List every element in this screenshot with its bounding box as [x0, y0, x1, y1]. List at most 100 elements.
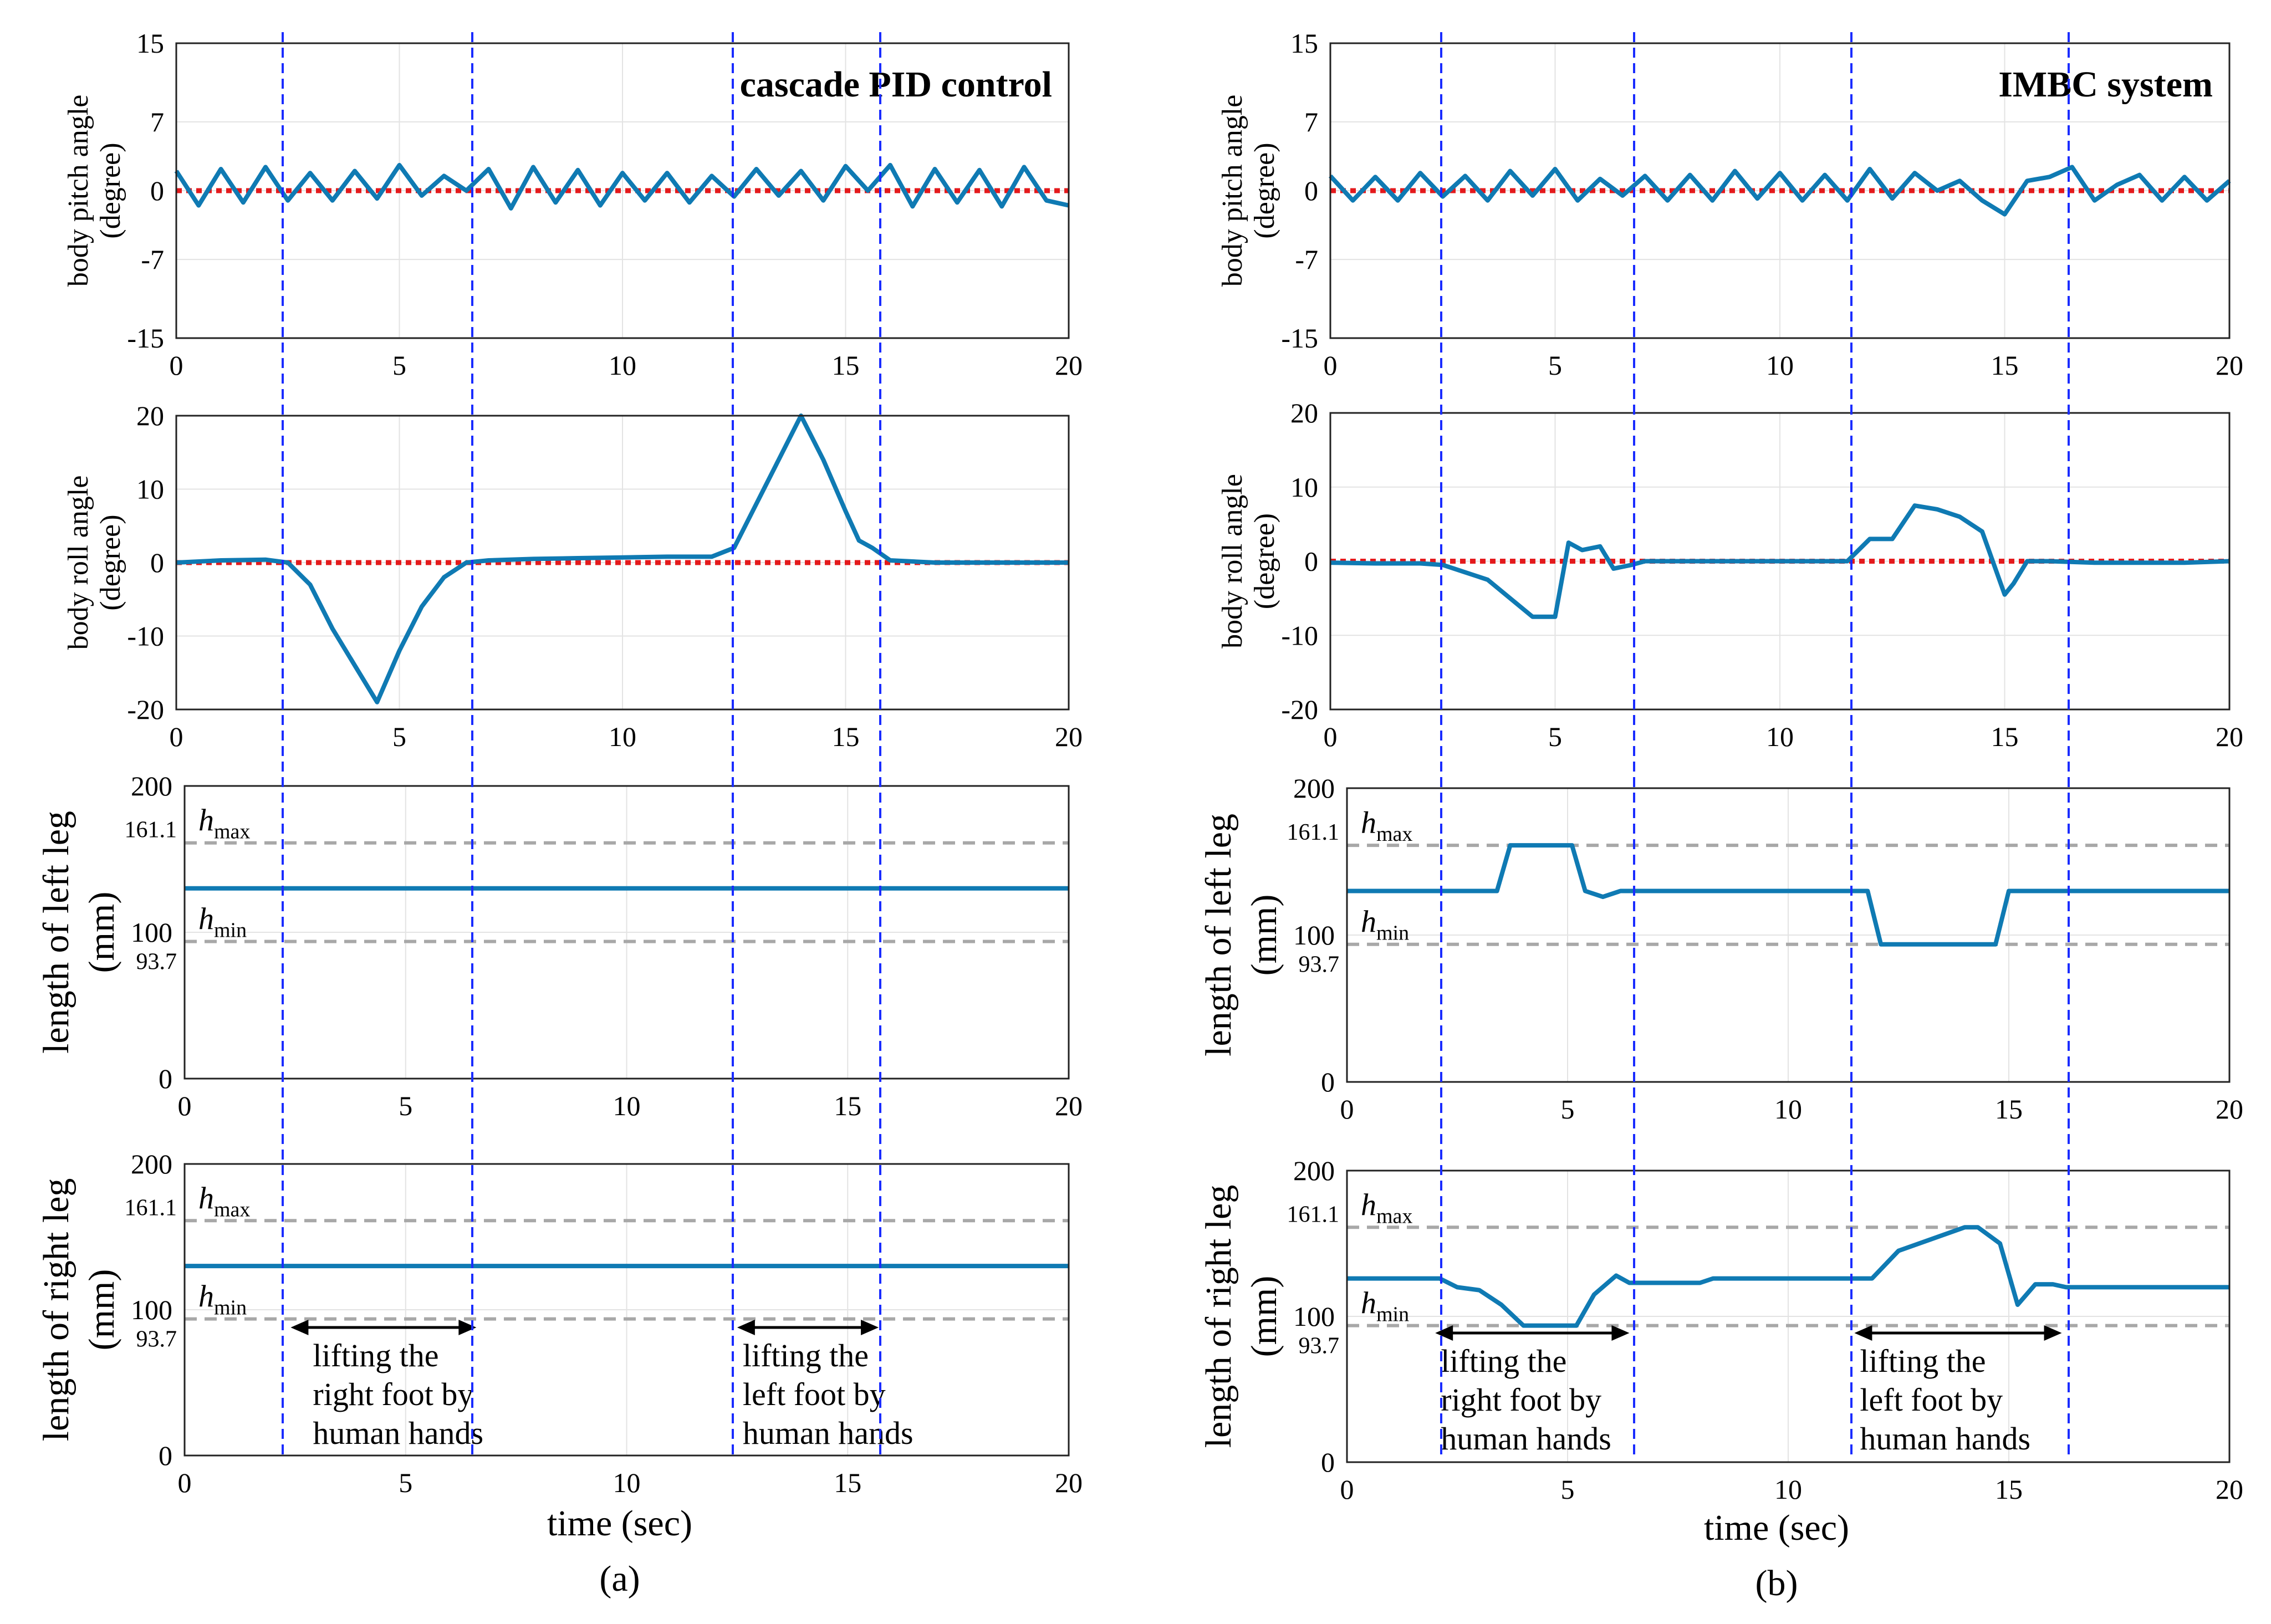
hmax-value-label: 161.1 — [1287, 820, 1340, 845]
x-tick-label: 10 — [613, 1467, 641, 1498]
series-line-b-pitch — [1329, 165, 2231, 217]
annotation-text: right foot by — [313, 1376, 473, 1412]
y-tick-label: 0 — [1304, 175, 1318, 206]
x-tick-label: 5 — [1548, 350, 1562, 381]
y-tick-label: 0 — [1304, 546, 1318, 577]
y-axis-label: (degree) — [95, 142, 126, 238]
y-axis-label: (mm) — [81, 1269, 122, 1351]
hmax-label: hmax — [1361, 806, 1412, 846]
x-tick-label: 0 — [1340, 1094, 1354, 1125]
x-tick-label: 20 — [2216, 350, 2243, 381]
x-tick-label: 0 — [170, 721, 183, 752]
x-tick-label: 15 — [834, 1467, 861, 1498]
y-tick-label: -7 — [1295, 244, 1318, 275]
axes-frame — [1329, 412, 2231, 711]
y-tick-label: 0 — [1321, 1066, 1335, 1097]
x-tick-label: 5 — [1548, 721, 1562, 752]
y-tick-label: 15 — [136, 28, 164, 59]
y-tick-label: 10 — [136, 474, 164, 505]
y-tick-label: 100 — [131, 917, 172, 948]
annotation-text: lifting the — [1441, 1343, 1566, 1379]
y-tick-label: 0 — [150, 175, 164, 206]
series-line-a-roll — [176, 413, 1069, 704]
hmax-value-label: 161.1 — [125, 818, 177, 843]
axes-frame — [175, 415, 1070, 711]
x-tick-label: 20 — [2216, 721, 2243, 752]
annotation-text: lifting the — [1860, 1343, 1986, 1379]
annotation-text: human hands — [1860, 1421, 2030, 1457]
x-tick-label: 5 — [399, 1467, 412, 1498]
series-line-b-right — [1347, 1225, 2229, 1328]
y-axis-label: body pitch angle — [1217, 95, 1248, 287]
annotation-arrowhead-right — [861, 1320, 879, 1335]
hmin-label: hmin — [198, 1280, 247, 1320]
y-tick-label: 0 — [159, 1063, 172, 1094]
y-axis-label: body roll angle — [63, 476, 94, 650]
x-tick-label: 20 — [2216, 1474, 2243, 1505]
x-tick-label: 5 — [392, 350, 406, 381]
time-xlabel-a: time (sec) — [547, 1503, 692, 1544]
annotation-text: human hands — [313, 1415, 483, 1451]
x-tick-label: 0 — [1324, 350, 1338, 381]
hmax-value-label: 161.1 — [125, 1195, 177, 1220]
annotation-arrowhead-right — [458, 1320, 477, 1335]
axes-frame — [1329, 42, 2231, 339]
hmin-label: hmin — [1361, 1286, 1409, 1326]
annotation-text: left foot by — [743, 1376, 886, 1412]
annotation-arrowhead-left — [737, 1320, 755, 1335]
annotation-text: lifting the — [313, 1337, 438, 1373]
hmin-value-label: 93.7 — [136, 1327, 177, 1352]
hmax-label: hmax — [198, 1181, 250, 1221]
y-tick-label: -15 — [127, 323, 164, 354]
x-tick-label: 10 — [609, 350, 636, 381]
x-tick-label: 15 — [832, 350, 860, 381]
y-tick-label: 20 — [136, 400, 164, 431]
annotation-arrowhead-left — [1854, 1325, 1872, 1341]
x-tick-label: 10 — [613, 1090, 641, 1121]
y-axis-label: length of right leg — [1198, 1185, 1239, 1448]
y-axis-label: body pitch angle — [63, 95, 94, 287]
y-axis-label: (mm) — [81, 892, 122, 973]
figure-label-b: (b) — [1755, 1563, 1798, 1603]
panel-title: cascade PID control — [740, 64, 1052, 105]
annotation-arrowhead-right — [2044, 1325, 2062, 1341]
y-tick-label: 200 — [131, 770, 172, 801]
x-tick-label: 5 — [392, 721, 406, 752]
x-tick-label: 20 — [1055, 1467, 1083, 1498]
axes-frame — [175, 42, 1070, 339]
x-tick-label: 15 — [1991, 721, 2019, 752]
y-axis-label: length of left leg — [36, 811, 76, 1054]
y-tick-label: 100 — [1293, 920, 1335, 951]
hmin-label: hmin — [1361, 905, 1409, 945]
y-axis-label: (mm) — [1244, 895, 1284, 976]
y-tick-label: 200 — [1293, 1155, 1335, 1186]
hmin-value-label: 93.7 — [1299, 952, 1340, 978]
x-tick-label: 20 — [1055, 721, 1083, 752]
panel-b-pitch: 0 5 10 15 20 -15 -7 0 7 15 body pitch angle (degree… — [1217, 28, 2243, 381]
x-tick-label: 0 — [1340, 1474, 1354, 1505]
panel-a-roll: 0 5 10 15 20 -20 -10 0 10 20 body roll angle (degre… — [63, 400, 1083, 752]
annotation-arrowhead-left — [1435, 1325, 1453, 1341]
series-line-a-pitch — [174, 162, 1069, 211]
hmin-value-label: 93.7 — [1299, 1334, 1340, 1359]
y-tick-label: 15 — [1290, 28, 1318, 59]
y-tick-label: 0 — [150, 547, 164, 578]
x-tick-label: 10 — [609, 721, 636, 752]
series-line-b-left — [1347, 843, 2229, 947]
panel-b-roll: 0 5 10 15 20 -20 -10 0 10 20 body roll angle (degre… — [1217, 397, 2243, 752]
y-tick-label: -10 — [127, 621, 164, 652]
x-tick-label: 0 — [178, 1467, 192, 1498]
hmin-value-label: 93.7 — [136, 949, 177, 975]
y-tick-label: -7 — [141, 244, 164, 275]
x-tick-label: 10 — [1774, 1094, 1802, 1125]
annotation-text: left foot by — [1860, 1382, 2003, 1418]
x-tick-label: 0 — [170, 350, 183, 381]
x-tick-label: 20 — [1055, 350, 1083, 381]
annotation-text: lifting the — [743, 1337, 869, 1373]
axes-frame — [183, 785, 1070, 1080]
annotation-arrowhead-right — [1611, 1325, 1630, 1341]
x-tick-label: 5 — [399, 1090, 412, 1121]
y-tick-label: 200 — [1293, 773, 1335, 804]
